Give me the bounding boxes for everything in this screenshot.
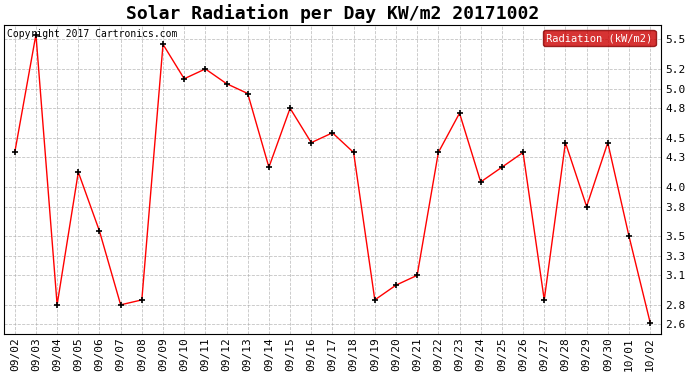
Text: Copyright 2017 Cartronics.com: Copyright 2017 Cartronics.com xyxy=(8,29,178,39)
Legend: Radiation (kW/m2): Radiation (kW/m2) xyxy=(543,30,655,46)
Title: Solar Radiation per Day KW/m2 20171002: Solar Radiation per Day KW/m2 20171002 xyxy=(126,4,539,23)
